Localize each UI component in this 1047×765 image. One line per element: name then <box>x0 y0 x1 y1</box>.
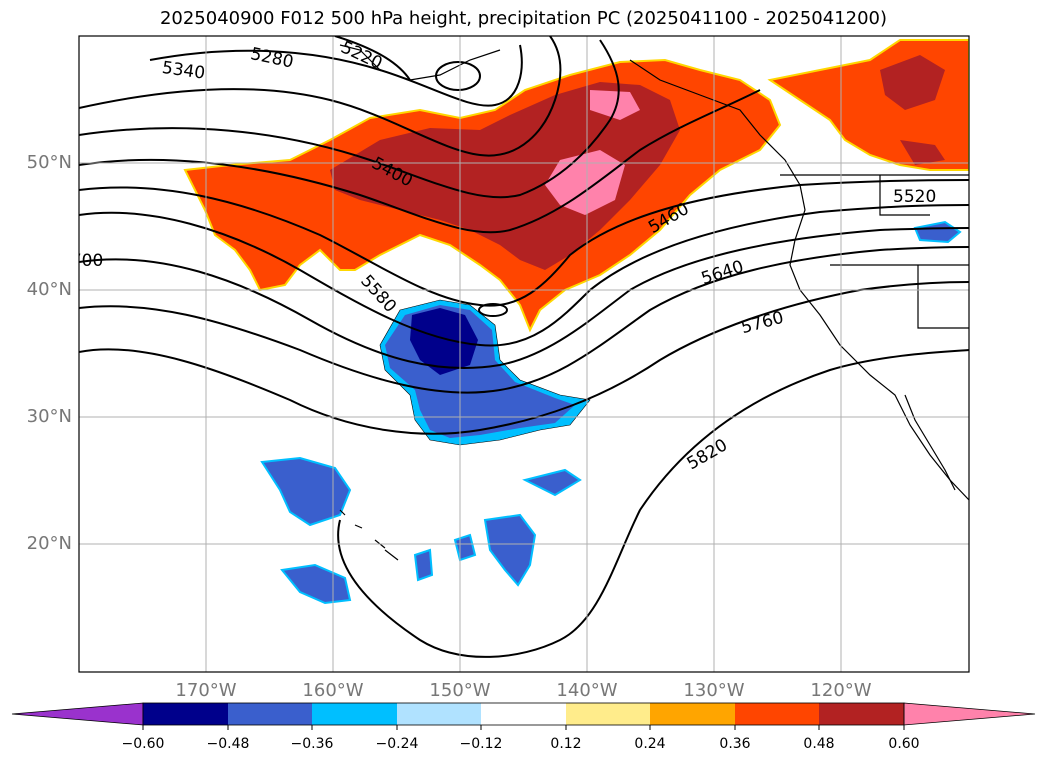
colorbar-segment <box>566 703 650 725</box>
map-title: 2025040900 F012 500 hPa height, precipit… <box>159 8 888 29</box>
height-contours <box>79 36 969 658</box>
colorbar-tick-label: 0.48 <box>803 736 835 752</box>
colorbar-tick-label: −0.36 <box>290 736 334 752</box>
anomaly-fill-048 <box>330 82 680 270</box>
gridlines <box>79 36 969 672</box>
contour-5700 <box>79 246 969 394</box>
contour-5640 <box>79 227 969 369</box>
colorbar-segment <box>228 703 312 725</box>
colorbar-segment <box>819 703 904 725</box>
colorbar-tick-label: 0.12 <box>550 736 582 752</box>
lon-label: 170°W <box>175 680 237 701</box>
anomaly-fill-minus036-hawaii <box>260 456 582 605</box>
contour-label: 5520 <box>893 187 936 207</box>
contour-5280 <box>149 44 523 107</box>
colorbar-tick-label: −0.48 <box>206 736 250 752</box>
colorbar-tick-label: −0.24 <box>375 736 419 752</box>
lon-label: 150°W <box>429 680 491 701</box>
border-states <box>830 175 969 329</box>
lat-label: 50°N <box>26 152 72 173</box>
colorbar-segment <box>735 703 819 725</box>
anomaly-fill-minus036-east <box>913 220 962 244</box>
contour-5580 <box>79 204 969 347</box>
coastline-baja <box>904 394 956 491</box>
colorbar-segment <box>397 703 481 725</box>
contour-label: 5700 <box>60 251 103 271</box>
contour-5400 <box>79 39 620 199</box>
colorbar-tick-label: 0.60 <box>888 736 920 752</box>
contour-5460 <box>79 89 761 234</box>
colorbar-segment <box>481 703 566 725</box>
colorbar <box>11 702 1036 730</box>
colorbar-segment <box>312 703 397 725</box>
lon-label: 130°W <box>683 680 745 701</box>
anomaly-fill-minus048 <box>410 308 478 375</box>
lon-label: 140°W <box>556 680 618 701</box>
colorbar-segment <box>143 703 228 725</box>
colorbar-outline <box>142 702 905 726</box>
colorbar-tick-label: 0.36 <box>719 736 751 752</box>
coastline-north-america <box>629 59 969 501</box>
colorbar-tick-label: 0.24 <box>634 736 666 752</box>
coastline-hawaii <box>339 509 399 561</box>
lon-label: 160°W <box>302 680 364 701</box>
contour-closed-high <box>478 303 508 317</box>
map-frame <box>78 35 970 673</box>
lat-label: 30°N <box>26 406 72 427</box>
coastline-alaska <box>339 44 501 81</box>
colorbar-extend-left <box>11 702 144 726</box>
colorbar-tick-label: −0.60 <box>121 736 165 752</box>
lon-label: 120°W <box>810 680 872 701</box>
lat-label: 20°N <box>26 533 72 554</box>
colorbar-tick-label: −0.12 <box>459 736 503 752</box>
negative-anomaly-band <box>260 220 962 605</box>
colorbar-extend-right <box>903 702 1036 726</box>
contour-5520 <box>79 179 969 307</box>
contour-5820 <box>337 349 969 658</box>
anomaly-fill-048-east <box>880 55 945 165</box>
anomaly-fill-060 <box>545 90 640 215</box>
contour-5220 <box>334 36 411 81</box>
lat-label: 40°N <box>26 279 72 300</box>
coastlines <box>339 44 969 561</box>
colorbar-segment <box>650 703 735 725</box>
contour-5340 <box>79 36 562 157</box>
